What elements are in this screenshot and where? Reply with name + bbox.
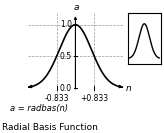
Text: 0.5: 0.5	[60, 52, 72, 61]
Text: 0.0: 0.0	[60, 84, 72, 93]
Text: n: n	[125, 84, 131, 93]
Text: Radial Basis Function: Radial Basis Function	[2, 123, 98, 132]
Text: a = radbas(n): a = radbas(n)	[10, 104, 68, 113]
Text: -0.833: -0.833	[44, 94, 69, 103]
Text: 1.0: 1.0	[60, 20, 72, 29]
Text: a: a	[74, 3, 79, 12]
Text: +0.833: +0.833	[80, 94, 108, 103]
